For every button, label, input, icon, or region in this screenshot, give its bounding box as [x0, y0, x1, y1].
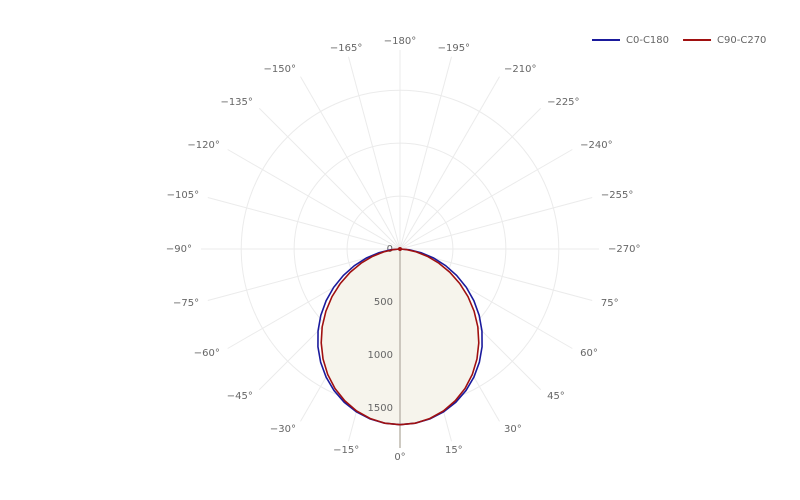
angular-tick-label: −105°	[167, 190, 199, 201]
angular-grid-line	[348, 56, 401, 250]
angular-tick-label: −225°	[547, 97, 579, 108]
angular-grid-line	[399, 197, 593, 250]
series-line	[320, 248, 480, 426]
angular-grid-line	[399, 56, 452, 250]
angular-tick-label: −255°	[601, 190, 633, 201]
angular-grid-line	[399, 76, 500, 250]
angular-tick-label: −240°	[580, 140, 612, 151]
angular-tick-label: −15°	[333, 445, 359, 456]
angular-tick-label: 0°	[394, 452, 405, 463]
radial-tick-label: 500	[374, 297, 393, 308]
angular-grid-line	[399, 107, 542, 250]
angular-tick-label: 45°	[547, 391, 565, 402]
angular-tick-label: −75°	[173, 298, 199, 309]
angular-tick-label: −30°	[270, 424, 296, 435]
angular-tick-label: −210°	[504, 64, 536, 75]
angular-grid-line	[227, 149, 401, 250]
angular-tick-label: −90°	[166, 244, 192, 255]
angular-grid-line	[399, 149, 573, 250]
angular-tick-label: −150°	[264, 64, 296, 75]
angular-tick-label: 60°	[580, 348, 598, 359]
radial-tick-label: 1000	[368, 350, 393, 361]
angular-tick-label: −135°	[220, 97, 252, 108]
angular-tick-label: −120°	[187, 140, 219, 151]
angular-tick-label: −180°	[384, 36, 416, 47]
angular-tick-label: −60°	[194, 348, 220, 359]
angular-tick-label: 30°	[504, 424, 522, 435]
angular-grid-line	[300, 76, 401, 250]
radial-tick-label: 1500	[368, 403, 393, 414]
angular-grid-line	[258, 107, 401, 250]
angular-tick-label: −45°	[227, 391, 253, 402]
angular-tick-label: 15°	[445, 445, 463, 456]
angular-tick-label: −195°	[438, 43, 470, 54]
angular-tick-label: 75°	[601, 298, 619, 309]
legend-label: C0-C180	[626, 35, 669, 46]
angular-tick-label: −165°	[330, 43, 362, 54]
angular-grid-line	[207, 197, 401, 250]
center-dot	[398, 247, 402, 251]
legend-label: C90-C270	[717, 35, 766, 46]
angular-tick-label: −270°	[608, 244, 640, 255]
